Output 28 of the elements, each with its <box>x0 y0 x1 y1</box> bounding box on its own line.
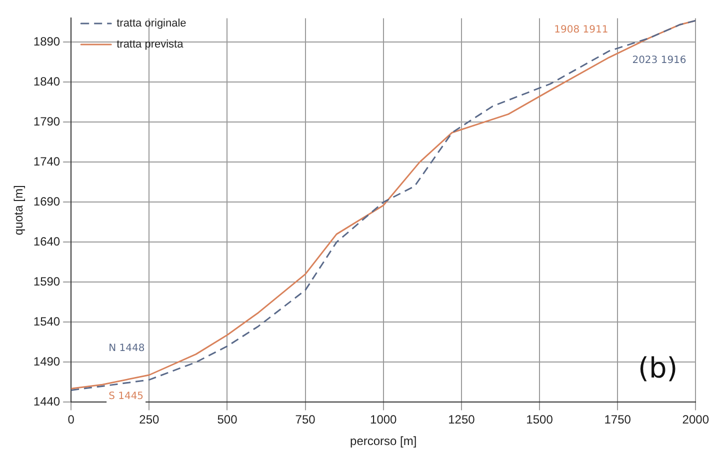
y-tick-label: 1640 <box>33 234 60 249</box>
y-tick-label: 1490 <box>33 354 60 369</box>
y-axis-title: quota [m] <box>12 185 26 236</box>
annotation: 1908 1911 <box>554 24 608 36</box>
y-tick-label: 1840 <box>33 74 60 89</box>
legend-label: tratta prevista <box>116 38 184 51</box>
y-tick-label: 1540 <box>33 314 60 329</box>
y-tick-label: 1590 <box>33 274 60 289</box>
y-tick-label: 1440 <box>33 394 60 409</box>
x-tick-label: 1500 <box>526 412 554 427</box>
x-tick-label: 1000 <box>370 412 398 427</box>
annotation: S 1445 <box>108 391 144 402</box>
y-tick-label: 1740 <box>33 154 60 169</box>
x-tick-label: 1750 <box>604 412 632 427</box>
y-tick-label: 1690 <box>33 194 60 209</box>
x-tick-label: 1250 <box>448 412 476 427</box>
annotation: 2023 1916 <box>632 55 686 66</box>
x-axis-title: percorso [m] <box>350 434 417 448</box>
y-tick-label: 1890 <box>33 34 60 49</box>
x-tick-label: 0 <box>68 412 75 427</box>
annotation: N 1448 <box>108 343 145 354</box>
x-tick-label: 250 <box>139 412 160 427</box>
x-tick-label: 500 <box>217 412 238 427</box>
x-tick-label: 750 <box>295 412 316 427</box>
x-tick-label: 2000 <box>682 412 710 427</box>
y-tick-label: 1790 <box>33 114 60 129</box>
legend-label: tratta originale <box>116 18 186 30</box>
annotation: (b) <box>638 351 678 384</box>
